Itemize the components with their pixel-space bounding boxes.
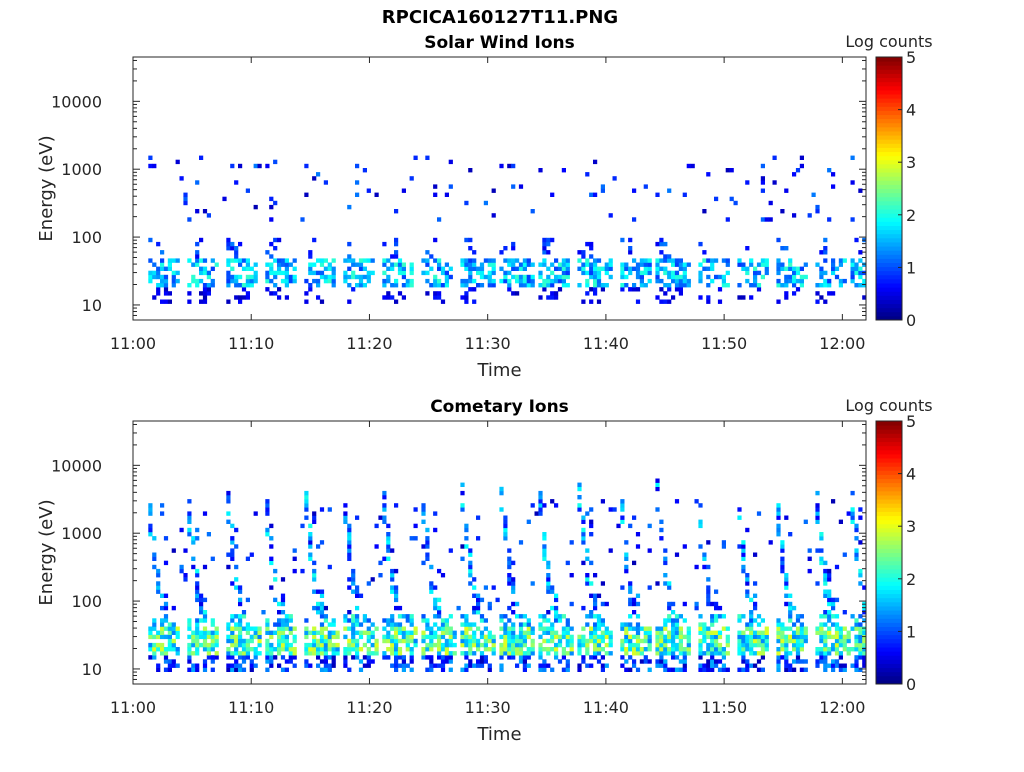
y-tick-label: 10 xyxy=(82,660,102,679)
colorbar-frame xyxy=(875,56,903,321)
colorbar-tick-label: 2 xyxy=(906,206,916,225)
x-tick-label: 11:10 xyxy=(228,334,274,353)
colorbar-tick-label: 5 xyxy=(906,412,916,431)
colorbar-frame xyxy=(875,420,903,685)
y-tick-label: 1000 xyxy=(61,524,102,543)
y-tick-label: 100 xyxy=(71,228,102,247)
colorbar-tick-label: 1 xyxy=(906,258,916,277)
colorbar-label: Log counts xyxy=(845,396,932,415)
figure-title: RPCICA160127T11.PNG xyxy=(381,7,619,28)
y-tick-label: 10000 xyxy=(51,92,102,111)
x-axis-label: Time xyxy=(476,360,521,381)
y-axis-label: Energy (eV) xyxy=(36,499,57,605)
x-tick-label: 11:50 xyxy=(701,698,747,717)
x-tick-label: 12:00 xyxy=(819,698,865,717)
colorbar-tick-label: 4 xyxy=(906,465,916,484)
colorbar-tick-label: 3 xyxy=(906,153,916,172)
panel-title: Solar Wind Ions xyxy=(424,33,575,53)
colorbar-tick-label: 1 xyxy=(906,622,916,641)
colorbar-tick-label: 0 xyxy=(906,311,916,330)
plot-frame xyxy=(132,420,867,685)
colorbar-tick-label: 5 xyxy=(906,48,916,67)
plot-frame xyxy=(132,56,867,321)
axis-ticks xyxy=(132,421,866,685)
y-axis-label: Energy (eV) xyxy=(36,135,57,241)
panel-title: Cometary Ions xyxy=(430,397,569,417)
x-tick-label: 11:50 xyxy=(701,334,747,353)
x-tick-label: 12:00 xyxy=(819,334,865,353)
y-tick-label: 10 xyxy=(82,296,102,315)
spectrogram-cells xyxy=(148,478,867,672)
colorbar-tick-label: 4 xyxy=(906,101,916,120)
y-tick-label: 1000 xyxy=(61,160,102,179)
x-tick-label: 11:30 xyxy=(465,334,511,353)
x-tick-label: 11:40 xyxy=(583,698,629,717)
x-axis-label: Time xyxy=(476,724,521,745)
x-tick-label: 11:10 xyxy=(228,698,274,717)
x-tick-label: 11:40 xyxy=(583,334,629,353)
x-tick-label: 11:20 xyxy=(346,698,392,717)
spectrogram-cells xyxy=(148,155,867,304)
x-tick-label: 11:00 xyxy=(110,334,156,353)
x-tick-label: 11:00 xyxy=(110,698,156,717)
y-tick-label: 100 xyxy=(71,592,102,611)
axis-ticks xyxy=(132,57,866,321)
colorbar-label: Log counts xyxy=(845,32,932,51)
colorbar-tick-label: 0 xyxy=(906,675,916,694)
colorbar-tick-label: 2 xyxy=(906,570,916,589)
x-tick-label: 11:30 xyxy=(465,698,511,717)
colorbar-tick-label: 3 xyxy=(906,517,916,536)
y-tick-label: 10000 xyxy=(51,456,102,475)
x-tick-label: 11:20 xyxy=(346,334,392,353)
